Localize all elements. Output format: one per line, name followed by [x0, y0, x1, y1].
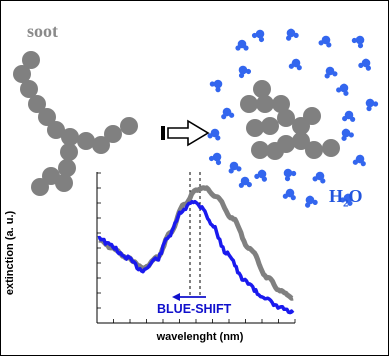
water-molecule-icon: [351, 35, 365, 49]
water-molecule-icon: [288, 58, 302, 71]
water-molecule-icon: [283, 168, 297, 182]
water-molecule-icon: [305, 195, 318, 208]
water-molecule-icon: [312, 171, 326, 184]
soot-particle-icon: [55, 174, 73, 192]
soot-chain: [13, 51, 138, 196]
water-molecule-icon: [352, 154, 366, 167]
soot-particle-icon: [256, 95, 274, 113]
soot-particle-icon: [61, 128, 79, 146]
blue-shift-label: BLUE-SHIFT: [157, 302, 232, 316]
water-molecule-icon: [238, 65, 252, 79]
water-formula-h: H: [329, 186, 344, 206]
water-molecule-icon: [282, 188, 296, 201]
water-formula-subscript: 2: [343, 197, 349, 210]
soot-particle-icon: [246, 119, 264, 137]
water-molecule-icon: [251, 29, 265, 43]
soot-particle-icon: [47, 121, 65, 139]
hollow-arrow-icon: [161, 119, 210, 147]
soot-particle-icon: [253, 80, 271, 98]
water-molecule-icon: [342, 110, 356, 122]
soot-particle-icon: [31, 178, 49, 196]
water-molecule-icon: [235, 39, 249, 51]
soot-particle-icon: [240, 95, 258, 113]
water-molecule-icon: [340, 193, 353, 206]
soot-particle-icon: [92, 136, 110, 154]
soot-particle-icon: [13, 65, 31, 83]
water-molecule-icon: [228, 161, 242, 174]
water-molecule-icon: [209, 79, 223, 93]
chart-x-ticks: [96, 319, 296, 323]
water-molecule-icon: [318, 35, 332, 48]
soot-particle-icon: [22, 51, 40, 69]
water-molecule-icon: [358, 58, 371, 71]
water-molecule-icon: [324, 66, 338, 79]
water-molecule-icon: [336, 83, 349, 96]
series-line-blue: [97, 199, 295, 315]
soot-particle-icon: [322, 139, 340, 157]
water-formula-label: H2O: [329, 186, 363, 210]
soot-particle-icon: [251, 141, 269, 159]
water-molecule-icon: [238, 176, 252, 188]
wet-soot-cluster: [240, 80, 340, 160]
chart-y-ticks: [97, 172, 101, 324]
soot-particle-icon: [60, 143, 78, 161]
soot-particle-icon: [266, 142, 284, 160]
water-molecule-icon: [221, 107, 235, 120]
water-molecule-icon: [365, 98, 379, 112]
water-molecule-icon: [286, 28, 299, 41]
soot-particle-icon: [305, 141, 323, 159]
soot-particle-icon: [58, 159, 76, 177]
blue-shift-arrow: [172, 293, 206, 301]
soot-particle-icon: [292, 132, 310, 150]
soot-particle-icon: [277, 109, 295, 127]
soot-particle-icon: [272, 95, 290, 113]
water-molecule-icon: [208, 152, 222, 166]
water-molecule-icon: [341, 128, 354, 141]
soot-particle-icon: [120, 117, 138, 135]
soot-particle-icon: [20, 80, 38, 98]
water-molecule-icon: [254, 169, 267, 182]
soot-label: soot: [27, 21, 58, 41]
water-formula-o: O: [348, 186, 363, 206]
soot-particle-icon: [28, 95, 46, 113]
soot-particle-icon: [303, 107, 321, 125]
water-molecule-icon: [207, 128, 221, 141]
soot-particle-icon: [261, 117, 279, 135]
y-axis-label: extinction (a. u.): [4, 210, 16, 296]
water-molecules: [207, 28, 379, 208]
soot-particle-icon: [104, 125, 122, 143]
spectrum-chart: [96, 172, 296, 324]
x-axis-label: wavelenght (nm): [156, 331, 244, 343]
soot-particle-icon: [38, 108, 56, 126]
soot-particle-icon: [77, 132, 95, 150]
